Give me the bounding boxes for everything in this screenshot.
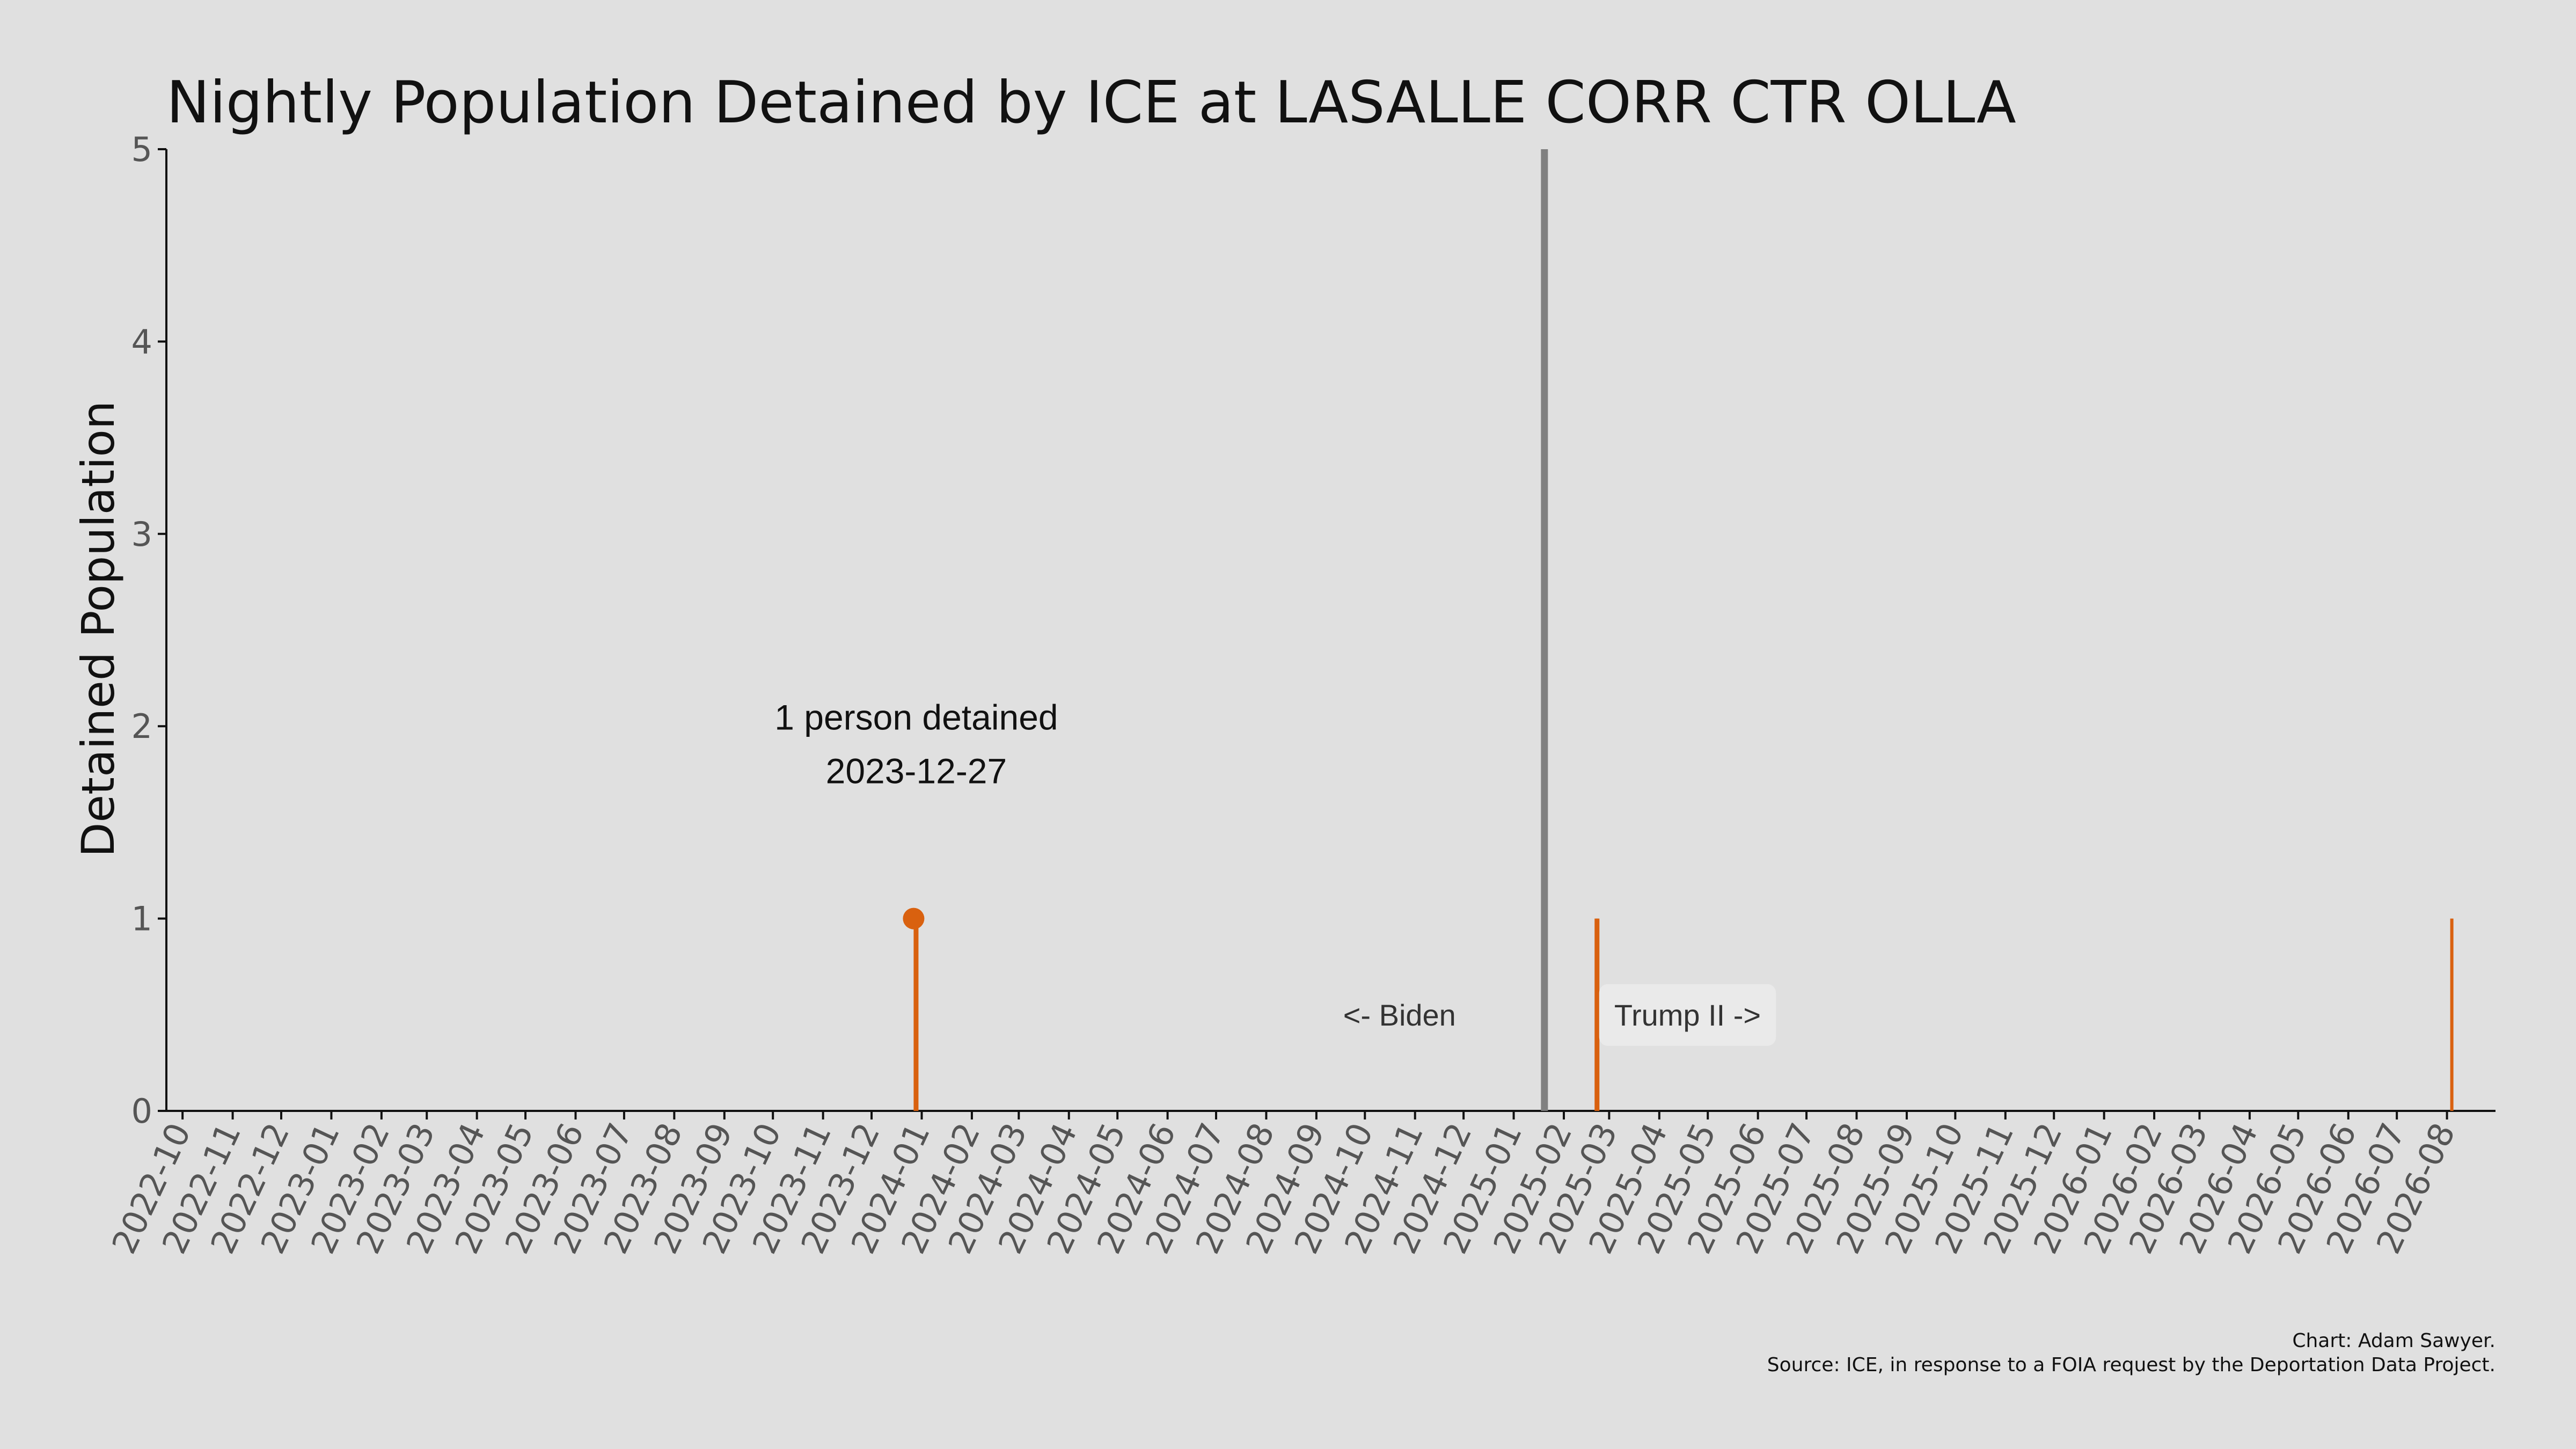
- highlight-label-date: 2023-12-27: [826, 751, 1007, 791]
- y-tick-label: 1: [131, 899, 152, 939]
- chart-title: Nightly Population Detained by ICE at LA…: [166, 69, 2016, 136]
- y-tick-label: 0: [131, 1092, 152, 1131]
- chart-credit: Chart: Adam Sawyer.: [2292, 1330, 2496, 1352]
- x-axis: 2022-102022-112022-122023-012023-022023-…: [104, 1110, 2496, 1260]
- bar: [2450, 918, 2454, 1111]
- chart-source: Source: ICE, in response to a FOIA reque…: [1767, 1354, 2496, 1376]
- y-tick-label: 4: [131, 322, 152, 361]
- highlight-point: [903, 908, 925, 930]
- bar: [915, 918, 919, 1111]
- bar: [1596, 918, 1600, 1111]
- biden-annotation: <- Biden: [1343, 998, 1456, 1032]
- y-tick-label: 3: [131, 515, 152, 554]
- trump-annotation: Trump II ->: [1614, 998, 1761, 1032]
- bar: [913, 918, 917, 1111]
- highlight-label-count: 1 person detained: [774, 697, 1058, 737]
- y-axis: 0 1 2 3 4 5: [131, 130, 167, 1131]
- bar-series: [913, 918, 2454, 1111]
- y-tick-label: 2: [131, 707, 152, 746]
- y-tick-label: 5: [131, 130, 152, 169]
- y-axis-label: Detained Population: [72, 401, 125, 857]
- trump-annotation-background: [1599, 984, 1776, 1046]
- bar: [1594, 918, 1598, 1111]
